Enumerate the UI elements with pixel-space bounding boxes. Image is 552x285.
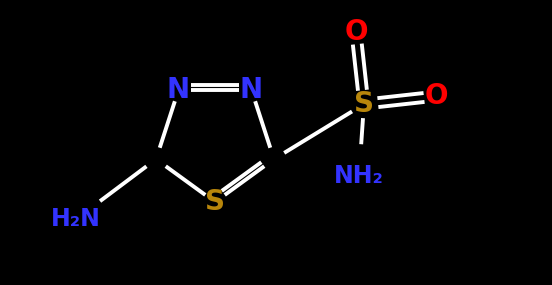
Text: O: O (344, 18, 368, 46)
Text: H₂N: H₂N (51, 207, 101, 231)
Text: NH₂: NH₂ (334, 164, 384, 188)
Text: S: S (354, 90, 374, 118)
Text: N: N (167, 76, 190, 104)
Text: O: O (424, 82, 448, 110)
Text: N: N (240, 76, 263, 104)
Text: S: S (205, 188, 225, 216)
